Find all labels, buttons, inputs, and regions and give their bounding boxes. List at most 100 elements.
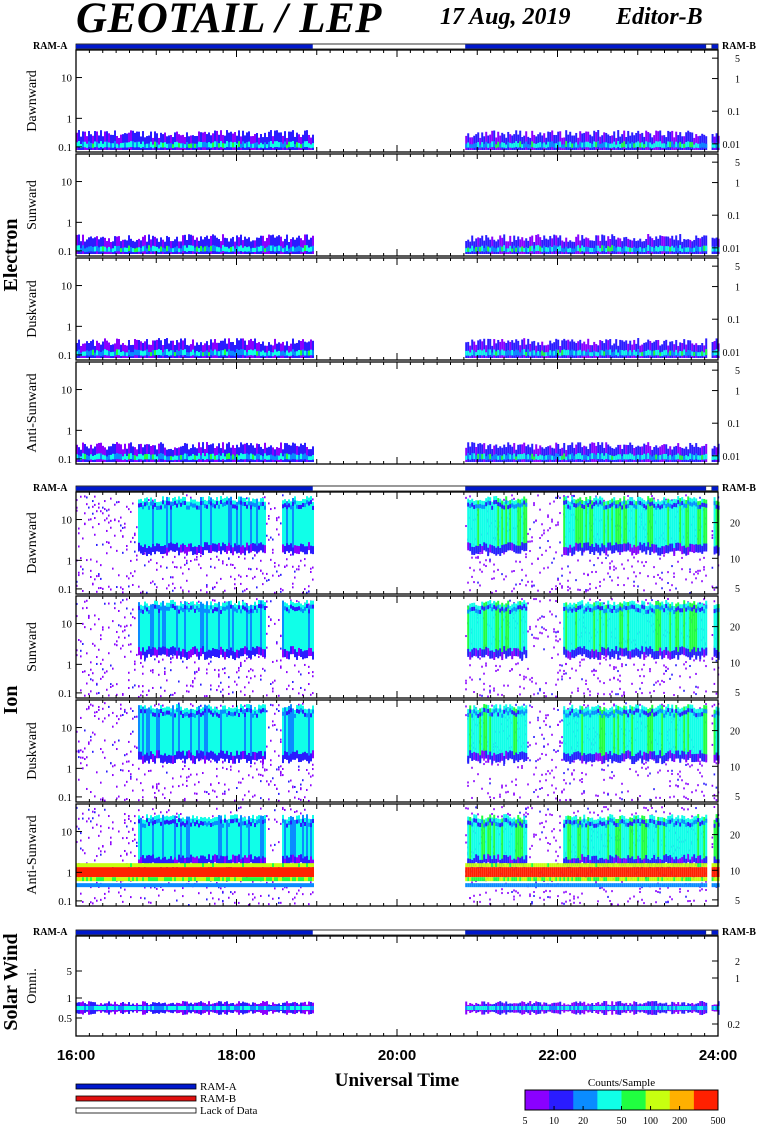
electron-flux-cell (240, 143, 242, 148)
electron-flux-cell (533, 143, 536, 148)
ram-a-segment (76, 486, 313, 491)
electron-flux-cell (204, 131, 206, 150)
ion-flux-cell (557, 578, 559, 581)
ion-flux-cell (254, 601, 256, 655)
ion-flux-cell (312, 675, 314, 678)
ion-flux-cell (565, 496, 568, 554)
ion-flux-cell (102, 512, 104, 515)
electron-flux-cell (158, 443, 160, 462)
electron-flux-cell (264, 241, 266, 254)
electron-flux-cell (667, 448, 670, 462)
electron-flux-cell (194, 136, 196, 150)
electron-flux-cell (587, 449, 590, 462)
ion-flux-cell (172, 589, 174, 592)
ion-flux-cell (585, 496, 588, 549)
electron-flux-cell (218, 351, 220, 356)
ion-flux-cell (166, 500, 168, 505)
ion-flux-cell (156, 501, 158, 550)
ion-flux-cell (483, 672, 485, 675)
electron-flux-cell (222, 442, 224, 462)
electron-flux-cell (681, 248, 684, 253)
ion-flux-cell (206, 668, 208, 671)
electron-flux-cell (657, 247, 660, 252)
electron-flux-cell (491, 141, 494, 148)
electron-flux-cell (677, 135, 680, 150)
electron-flux-cell (543, 245, 546, 252)
electron-flux-cell (621, 134, 624, 150)
electron-flux-cell (557, 131, 560, 150)
ion-flux-cell (260, 674, 262, 677)
ion-flux-cell (158, 647, 160, 656)
ion-flux-cell (94, 623, 96, 626)
electron-flux-cell (607, 245, 610, 252)
electron-flux-cell (308, 350, 310, 356)
ion-flux-cell (250, 608, 252, 613)
ion-flux-cell (238, 500, 240, 505)
ion-flux-cell (224, 601, 226, 604)
electron-flux-cell (465, 447, 468, 462)
ion-flux-cell (212, 503, 214, 508)
electron-flux-cell (579, 339, 582, 358)
ion-flux-cell (270, 508, 272, 511)
right-tick-label: 1 (735, 75, 740, 86)
electron-flux-cell (601, 453, 604, 460)
electron-flux-cell (282, 456, 284, 461)
ion-flux-cell (206, 601, 208, 658)
ion-flux-cell (597, 498, 600, 551)
electron-flux-cell (591, 247, 594, 252)
electron-flux-cell (559, 131, 562, 150)
ion-flux-cell (493, 651, 496, 660)
ion-flux-cell (196, 648, 198, 657)
ion-flux-cell (186, 684, 188, 687)
ion-flux-cell (577, 502, 580, 507)
ion-flux-cell (76, 509, 78, 512)
ion-flux-cell (607, 554, 609, 557)
electron-flux-cell (188, 143, 190, 148)
ion-flux-cell (134, 617, 136, 620)
ion-flux-cell (160, 606, 162, 611)
electron-flux-cell (274, 349, 276, 356)
electron-flux-cell (196, 135, 198, 150)
lack-of-data-segment (705, 486, 712, 491)
electron-flux-cell (212, 443, 214, 462)
electron-flux-cell (126, 456, 128, 461)
electron-flux-cell (655, 454, 658, 460)
ion-flux-cell (523, 687, 525, 690)
ion-flux-cell (575, 579, 577, 582)
electron-flux-cell (585, 455, 588, 460)
ion-flux-cell (202, 547, 204, 556)
electron-flux-cell (679, 350, 682, 356)
ion-flux-cell (635, 546, 638, 555)
ion-flux-cell (557, 495, 559, 498)
electron-flux-cell (264, 132, 266, 150)
ion-flux-cell (176, 650, 178, 659)
electron-flux-cell (523, 135, 526, 150)
electron-flux-cell (675, 131, 678, 150)
ion-flux-cell (80, 655, 82, 658)
ion-flux-cell (110, 588, 112, 591)
ion-flux-cell (501, 500, 504, 552)
ion-flux-cell (657, 503, 660, 508)
ion-flux-cell (248, 609, 250, 614)
ion-flux-cell (561, 586, 563, 589)
ion-flux-cell (268, 615, 270, 618)
electron-flux-cell (479, 137, 482, 150)
electron-flux-cell (262, 456, 264, 461)
ion-flux-cell (543, 529, 545, 532)
ion-flux-cell (220, 646, 222, 655)
electron-flux-cell (118, 453, 120, 460)
electron-flux-cell (226, 343, 228, 358)
ion-flux-cell (260, 569, 262, 572)
electron-flux-cell (595, 344, 598, 358)
electron-flux-cell (266, 455, 268, 460)
ion-flux-cell (479, 584, 481, 587)
ion-flux-cell (156, 562, 158, 565)
ion-flux-cell (256, 646, 258, 655)
electron-flux-cell (298, 454, 300, 460)
ion-flux-cell (206, 542, 208, 551)
electron-flux-cell (685, 142, 688, 148)
electron-flux-cell (593, 248, 596, 253)
electron-flux-cell (475, 447, 478, 462)
electron-flux-cell (687, 141, 690, 148)
ion-flux-cell (671, 500, 674, 550)
